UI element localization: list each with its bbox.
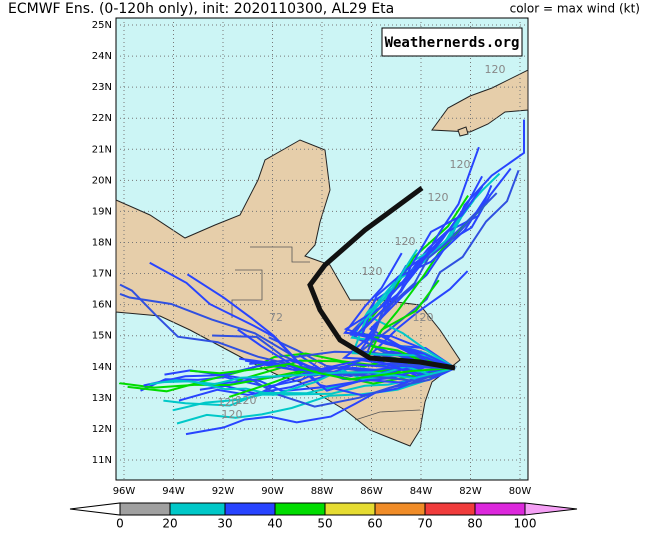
lon-label: 96W <box>113 486 136 497</box>
cuba <box>431 69 529 133</box>
lat-label: 19N <box>92 206 112 217</box>
lat-label: 25N <box>92 20 112 31</box>
track <box>349 185 493 369</box>
lon-label: 86W <box>360 486 383 497</box>
lat-label: 16N <box>92 300 112 311</box>
lat-label: 11N <box>92 455 112 466</box>
lat-label: 18N <box>92 237 112 248</box>
colorbar-label: 80 <box>467 517 482 531</box>
lat-label: 14N <box>92 362 112 373</box>
lon-label: 90W <box>261 486 284 497</box>
colorbar-label: 50 <box>317 517 332 531</box>
mean-track <box>307 185 456 371</box>
colorbar-segment <box>224 502 276 516</box>
colorbar-segment <box>374 502 426 516</box>
lon-label: 88W <box>311 486 334 497</box>
track-label: 120 <box>485 63 506 76</box>
lat-label: 15N <box>92 331 112 342</box>
lat-label: 12N <box>92 424 112 435</box>
track-label: 120 <box>362 265 383 278</box>
colorbar-label: 20 <box>162 517 177 531</box>
colorbar-segment <box>169 502 226 516</box>
colorbar-segment <box>474 502 526 516</box>
colorbar-low <box>69 502 121 516</box>
lat-label: 17N <box>92 269 112 280</box>
lat-label: 23N <box>92 82 112 93</box>
track-label: 120 <box>218 396 239 409</box>
colorbar-label: 100 <box>514 517 537 531</box>
colorbar-label: 60 <box>367 517 382 531</box>
track <box>176 367 456 425</box>
watermark-box <box>381 27 523 57</box>
lat-label: 20N <box>92 175 112 186</box>
track <box>189 362 456 381</box>
track-label: 72 <box>269 311 283 324</box>
colorbar-label: 0 <box>116 517 124 531</box>
track <box>355 146 480 369</box>
lat-label: 22N <box>92 113 112 124</box>
colorbar-segment <box>274 502 326 516</box>
colorbar-segment <box>324 502 376 516</box>
lon-label: 82W <box>459 486 482 497</box>
track-label: 120 <box>413 311 434 324</box>
lat-label: 21N <box>92 144 112 155</box>
track <box>366 192 498 369</box>
colorbar-label: 40 <box>267 517 282 531</box>
track-label: 120 <box>450 158 471 171</box>
track-label: 120 <box>395 235 416 248</box>
graticule <box>116 18 528 480</box>
track <box>249 367 456 408</box>
lon-label: 92W <box>212 486 235 497</box>
track <box>365 199 475 369</box>
lon-label: 94W <box>162 486 185 497</box>
colorbar: 0 20 30 40 50 60 70 80 100 <box>69 502 578 531</box>
lon-label: 84W <box>410 486 433 497</box>
colorbar-label: 70 <box>417 517 432 531</box>
track <box>368 119 525 369</box>
colorbar-segment <box>119 502 171 516</box>
track-label: 120 <box>236 394 257 407</box>
title: ECMWF Ens. (0-120h only), init: 20201103… <box>8 1 394 17</box>
track-label: 120 <box>428 191 449 204</box>
lat-label: 13N <box>92 393 112 404</box>
track <box>119 283 456 383</box>
colorbar-segment <box>424 502 476 516</box>
track-label: 120 <box>222 408 243 421</box>
lat-label: 24N <box>92 51 112 62</box>
track <box>149 367 456 386</box>
track <box>343 252 456 369</box>
isle-of-youth <box>457 126 469 137</box>
colorbar-label: 30 <box>217 517 232 531</box>
track <box>163 365 456 396</box>
watermark: Weathernerds.org <box>385 35 520 51</box>
legend-label: color = max wind (kt) <box>510 2 640 16</box>
lon-label: 80W <box>509 486 532 497</box>
colorbar-high <box>524 502 578 516</box>
